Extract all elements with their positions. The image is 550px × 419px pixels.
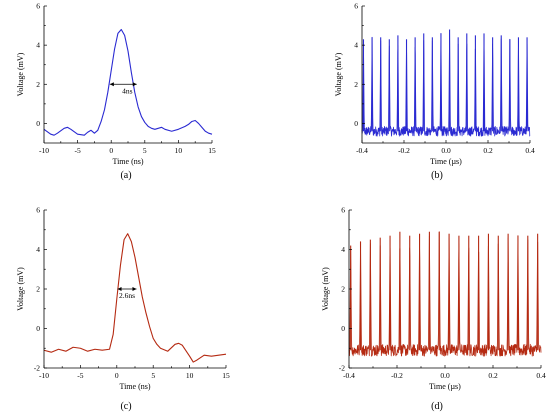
arrow-head-right [132,287,137,291]
width-annotation: 4ns [122,86,133,95]
x-tick-label: -0.4 [356,146,368,155]
x-axis-label: Time (ns) [112,157,143,166]
chart-panel-a: -10 -5 0 5 10 15 0 2 4 6 Time (ns) Voltage (mV) 4ns (… [16,2,216,182]
x-axis-label: Time (µs) [429,382,461,391]
y-axis-label: Voltage (mV) [16,52,25,96]
data-line [43,233,227,363]
arrow-head-left [109,82,114,87]
chart-panel-d: -0.4 -0.2 0.0 0.2 0.4 -2 0 2 4 6 Time (µs) Voltage … [321,206,546,413]
y-tick-label: 2 [354,80,358,89]
y-tick-label: 2 [36,80,40,89]
x-tick-label: -10 [39,371,49,380]
x-tick-label: 0.4 [536,371,546,380]
y-tick-label: 0 [36,324,40,333]
y-tick-label: 6 [341,206,345,215]
x-tick-label: 5 [143,146,147,155]
y-tick-label: 2 [36,285,40,294]
y-tick-label: -2 [34,364,40,373]
chart-panel-c: -10 -5 0 5 10 15 -2 0 2 4 6 Time (ns) Voltage (mV) 2.… [16,206,230,413]
x-tick-label: 0.2 [488,371,498,380]
y-tick-label: 2 [341,285,345,294]
x-tick-label: -0.2 [398,146,410,155]
x-tick-label: -5 [74,146,80,155]
x-tick-label: 0.2 [483,146,493,155]
data-line [361,32,531,137]
x-tick-label: 0.4 [525,146,535,155]
arrow-head-right [132,82,137,87]
panel-label: (c) [120,401,131,412]
y-tick-label: 4 [36,41,40,50]
x-tick-label: 10 [186,371,194,380]
x-tick-label: -5 [77,371,83,380]
x-axis-label: Time (µs) [430,157,462,166]
y-tick-label: -2 [339,364,345,373]
x-tick-label: -0.2 [391,371,403,380]
y-tick-label: 0 [341,324,345,333]
y-axis-label: Voltage (mV) [334,52,343,96]
x-tick-label: 10 [175,146,183,155]
y-axis-label: Voltage (mV) [321,267,330,311]
x-tick-label: 0.0 [440,371,450,380]
x-tick-label: 0.0 [441,146,451,155]
panel-label: (a) [120,170,131,181]
x-tick-label: 15 [222,371,230,380]
y-tick-label: 4 [36,245,40,254]
width-annotation: 2.6ns [119,291,135,300]
y-tick-label: 6 [36,2,40,11]
panel-label: (d) [431,401,443,412]
panel-label: (b) [431,170,443,181]
x-axis-label: Time (ns) [119,382,150,391]
x-tick-label: 5 [151,371,155,380]
y-axis-label: Voltage (mV) [16,267,25,311]
data-line [43,28,213,136]
y-tick-label: 4 [341,245,345,254]
data-line [348,231,542,357]
x-tick-label: -10 [39,146,49,155]
x-tick-label: 15 [208,146,216,155]
y-tick-label: 0 [36,119,40,128]
x-tick-label: 0 [109,146,113,155]
y-tick-label: 4 [354,41,358,50]
chart-panel-b: -0.4 -0.2 0.0 0.2 0.4 0 2 4 6 Time (µs) Voltage (m… [334,2,535,182]
x-tick-label: -0.4 [343,371,355,380]
y-tick-label: 0 [354,119,358,128]
y-tick-label: 6 [36,206,40,215]
y-tick-label: 6 [354,2,358,11]
x-tick-label: 0 [115,371,119,380]
arrow-head-left [117,287,122,291]
